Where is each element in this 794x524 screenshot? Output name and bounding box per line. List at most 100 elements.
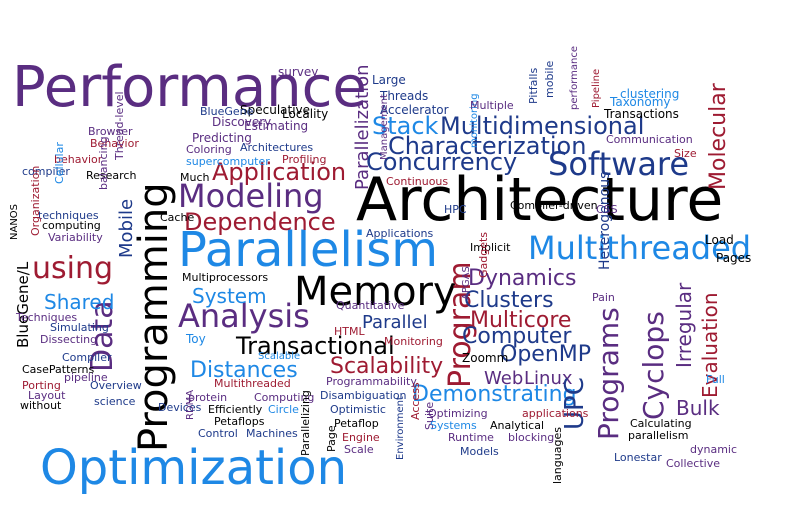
word-dependence: Dependence (184, 208, 336, 236)
word-pipeline: pipeline (64, 371, 108, 384)
word-layout: Layout (28, 389, 66, 402)
word-modeling: Modeling (178, 177, 324, 215)
word-zoomm: Zoomm (462, 351, 509, 365)
word-toy: Toy (186, 332, 206, 346)
word-much: Much (180, 171, 210, 184)
word-concurrency: Concurrency (366, 148, 518, 176)
word-multithreaded: Multithreaded (214, 377, 291, 390)
word-performance: Performance (12, 55, 367, 120)
word-overview: Overview (90, 379, 142, 392)
word-mobile: mobile (543, 60, 556, 98)
word-runtime: Runtime (448, 431, 494, 444)
word-computing: computing (42, 219, 101, 232)
word-threads: Threads (380, 89, 429, 103)
word-machines: Machines (246, 427, 298, 440)
word-linux: Linux (524, 368, 573, 389)
word-dynamic: dynamic (690, 443, 738, 456)
word-casepatterns: CasePatterns (22, 363, 95, 376)
word-quantitative: Quantitative (336, 299, 405, 312)
word-lonestar: Lonestar (614, 451, 662, 464)
word-multiple: Multiple (470, 99, 514, 112)
word-programmability: Programmability (326, 375, 417, 388)
word-openmp: OpenMP (500, 342, 592, 367)
word-rdma: RDMA (185, 389, 196, 420)
word-large: Large (372, 73, 406, 87)
word-collective: Collective (666, 457, 720, 470)
word-multidimensional: Multidimensional (440, 112, 645, 140)
word-organization: Organization (29, 165, 42, 236)
word-cellular: Cellular (53, 142, 66, 184)
word-petaflop: Petaflop (334, 417, 379, 430)
word-profiling: Profiling (282, 153, 327, 166)
word-scale: Scale (344, 443, 374, 456)
word-demonstrating: Demonstrating (412, 382, 577, 407)
word-compiler: Compiler (62, 351, 112, 364)
word-dissecting: Dissecting (40, 333, 98, 346)
word-shared: Shared (44, 290, 115, 314)
word-control: Control (198, 427, 238, 440)
word-parallel: Parallel (362, 312, 428, 333)
word-access: Access (409, 382, 422, 420)
word-hpc: HPC (444, 203, 467, 216)
word-parallelization: Parallelization (352, 64, 373, 190)
word-pain: Pain (592, 291, 615, 304)
word-locality: Locality (282, 107, 329, 121)
word-cyclops: Cyclops (637, 311, 670, 420)
word-multiprocessors: Multiprocessors (182, 271, 269, 284)
word-discovery: Discovery (212, 115, 272, 129)
word-heterogenous: Heterogenous (597, 171, 613, 270)
word-research: Research (86, 169, 137, 182)
word-bulk: Bulk (676, 396, 720, 420)
word-gadgets: Gadgets (477, 231, 490, 278)
word-molecular: Molecular (706, 83, 731, 190)
word-blocking: blocking (508, 431, 555, 444)
word-dynamics: Dynamics (468, 266, 577, 291)
word-analytical: Analytical (490, 419, 545, 432)
word-accelerator: Accelerator (380, 103, 449, 117)
word-monitoring: Monitoring (384, 335, 443, 348)
word-software: Software (548, 145, 690, 183)
word-pitfalls: Pitfalls (527, 67, 540, 104)
word-models: Models (460, 445, 499, 458)
word-computer: Computer (462, 324, 572, 349)
word-applications: Applications (366, 227, 434, 240)
word-behavior: Behavior (90, 137, 139, 150)
word-size: Size (674, 147, 697, 160)
word-communication: Communication (606, 133, 693, 146)
word-coloring: Coloring (186, 143, 232, 156)
word-compiler: compiler (22, 165, 70, 178)
word-efficiently: Efficiently (208, 403, 263, 416)
word-multicore: Multicore (470, 308, 572, 333)
word-transactional: Transactional (236, 332, 395, 360)
word-protein: protein (188, 391, 228, 404)
word-web: Web (484, 368, 524, 389)
word-disambiguation: Disambiguation (320, 389, 407, 402)
word-parallelism: parallelism (628, 429, 689, 442)
word-system: System (192, 284, 267, 308)
word-cache: Cache (160, 211, 195, 224)
word-upc: UPC (560, 377, 590, 430)
word-speculative: Speculative (240, 103, 311, 117)
word-science: science (94, 395, 136, 408)
word-predicting: Predicting (192, 131, 252, 145)
word-transactions: Transactions (604, 107, 679, 121)
word-full: Full (706, 373, 725, 386)
word-computing: Computing (254, 391, 315, 404)
word-load: Load (705, 233, 734, 247)
word-multithreaded: Multithreaded (528, 229, 752, 267)
word-programs: Programs (592, 307, 625, 440)
word-scalability: Scalability (330, 354, 444, 379)
word-scalable: Scalable (258, 351, 301, 362)
word-applications: applications (522, 407, 589, 420)
word-bluegene: BlueGene (200, 105, 254, 118)
word-using: using (32, 251, 114, 286)
word-architectures: Architectures (240, 141, 314, 154)
word-taxonomy: Taxonomy (610, 95, 671, 109)
word-variability: Variability (48, 231, 103, 244)
word-css: CSS (596, 203, 618, 216)
word-environment: Environment (395, 396, 406, 460)
word-management: Management (379, 94, 390, 160)
word-performance: performance (569, 45, 580, 110)
word-estimating: Estimating (244, 119, 309, 133)
